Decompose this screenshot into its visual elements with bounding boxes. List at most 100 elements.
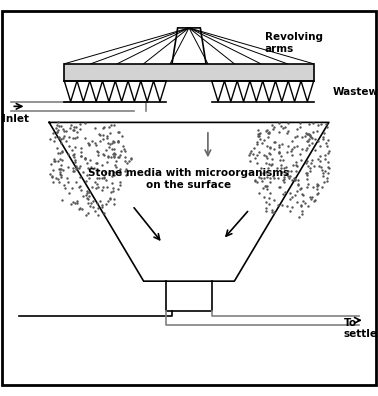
Point [61,128,67,134]
Point [246,152,252,158]
Point [95,211,101,218]
Point [72,143,78,150]
Point [292,177,298,183]
Point [105,144,112,150]
Point [62,185,68,191]
Point [109,180,115,187]
Bar [174,64,204,79]
Point [250,150,256,157]
Point [47,171,53,177]
Point [279,141,285,147]
Point [319,167,325,173]
Point [285,128,291,134]
Point [84,160,90,166]
Point [59,149,65,156]
Point [122,158,128,165]
Point [263,160,269,166]
Point [285,173,291,179]
Point [261,175,267,181]
Point [64,175,70,181]
Point [63,138,69,144]
Point [271,139,277,145]
Point [310,184,316,190]
Point [266,129,273,135]
Point [294,126,300,132]
Point [326,165,332,171]
Point [59,197,65,203]
Point [77,205,83,211]
Point [86,174,92,181]
Point [82,120,88,126]
Point [303,147,309,153]
Point [100,136,106,142]
Point [256,131,262,137]
Point [104,152,110,159]
Point [321,179,327,185]
Point [302,130,308,136]
Point [255,131,261,137]
Point [121,146,127,152]
Point [268,162,274,168]
Point [307,165,313,171]
Point [49,173,55,179]
Point [287,190,293,196]
Point [262,183,268,189]
Point [77,163,83,169]
Point [304,184,310,190]
Point [263,183,269,190]
Bar [64,64,314,81]
Text: Inlet: Inlet [2,114,29,124]
Point [106,170,112,177]
Point [251,145,257,151]
Point [311,147,318,153]
Point [55,158,61,164]
Point [96,131,102,137]
Point [266,195,272,201]
Point [58,136,64,142]
Point [291,144,297,150]
Point [256,149,262,155]
Point [102,169,108,175]
Point [264,186,270,192]
Point [72,157,78,164]
Point [302,200,308,206]
Point [316,163,322,169]
Point [71,168,77,174]
Point [94,174,100,181]
Point [306,142,312,148]
Point [117,166,123,172]
Point [322,152,328,158]
Point [299,191,305,198]
Point [292,176,298,183]
Point [115,129,121,135]
Point [271,175,277,181]
Point [265,164,271,171]
Point [115,154,121,160]
Point [267,151,273,157]
Point [280,165,287,171]
Point [303,160,309,166]
Point [94,200,100,206]
Point [272,139,278,146]
Point [66,143,72,150]
Point [274,165,280,171]
Point [289,152,295,158]
Point [314,190,320,197]
Point [280,190,286,197]
Point [308,160,314,166]
Point [314,128,320,134]
Point [58,140,64,147]
Point [261,137,267,143]
Point [281,173,287,180]
Point [71,154,77,160]
Polygon shape [172,28,206,64]
Point [285,168,291,174]
Point [309,194,315,200]
Point [266,150,272,156]
Point [73,166,79,172]
Point [325,136,331,143]
Point [254,160,260,166]
Point [280,125,286,131]
Point [304,145,310,151]
Point [48,161,54,168]
